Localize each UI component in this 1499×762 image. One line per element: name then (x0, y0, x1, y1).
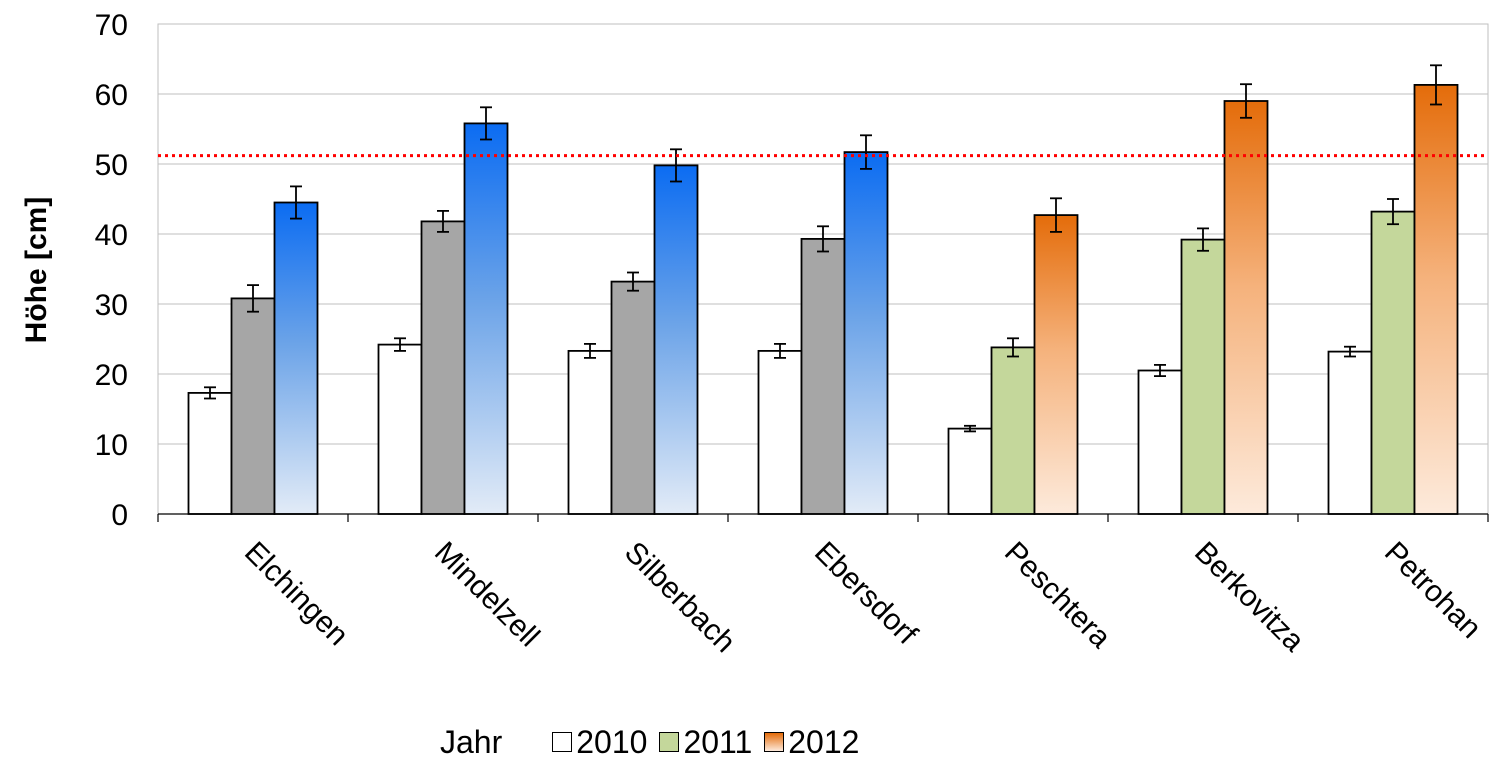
legend-title: Jahr (440, 723, 503, 760)
legend-item-2011: 2011 (659, 724, 752, 761)
x-tick-label: Mindelzell (428, 536, 546, 654)
legend-swatch-2010 (552, 732, 573, 752)
bar-2010-peschtera (947, 427, 993, 515)
axes (157, 513, 1489, 522)
y-tick-label: 50 (95, 149, 128, 182)
bar-2012-elchingen (273, 201, 319, 515)
y-tick-label: 10 (95, 429, 128, 462)
bar-2011-silberbach (610, 280, 656, 515)
bar-2010-petrohan (1327, 350, 1373, 515)
legend-item-2012: 2012 (764, 724, 859, 761)
legend-label-2010: 2010 (576, 723, 648, 760)
x-axis-labels: Elchingen Mindelzell Silberbach Ebersdorf Pe… (238, 536, 1487, 660)
legend: Jahr 2010 2011 2012 (440, 722, 871, 762)
y-axis-ticks: 0 10 20 30 40 50 60 70 (95, 9, 128, 532)
y-tick-label: 60 (95, 79, 128, 112)
bar-2010-ebersdorf (757, 349, 803, 515)
bar-2010-silberbach (567, 349, 613, 515)
legend-swatch-2011 (659, 732, 680, 752)
legend-item-2010: 2010 (552, 724, 647, 761)
y-tick-label: 40 (95, 219, 128, 252)
bar-2011-ebersdorf (800, 237, 846, 515)
bar-2011-peschtera (990, 346, 1036, 515)
bar-2012-silberbach (653, 164, 699, 515)
y-tick-label: 30 (95, 289, 128, 322)
x-tick-label: Silberbach (618, 536, 742, 660)
x-tick-label: Elchingen (238, 536, 355, 653)
bar-2011-mindelzell (420, 220, 466, 515)
x-tick-label: Ebersdorf (808, 536, 924, 652)
bar-2012-mindelzell (463, 122, 509, 515)
y-tick-label: 0 (111, 499, 128, 532)
y-tick-label: 70 (95, 9, 128, 42)
bar-2010-berkovitza (1137, 369, 1183, 515)
legend-label-2012: 2012 (788, 723, 860, 760)
bar-chart: 0 10 20 30 40 50 60 70 Elchingen Mindelzell Silbe… (20, 9, 1489, 660)
bar-2012-berkovitza (1223, 100, 1269, 515)
bar-2010-elchingen (187, 391, 233, 515)
bars (187, 84, 1459, 515)
bar-2011-petrohan (1370, 210, 1416, 515)
bar-2012-peschtera (1033, 214, 1079, 515)
bar-2011-berkovitza (1180, 238, 1226, 515)
x-tick-label: Berkovitza (1188, 536, 1311, 659)
y-axis-label: Höhe [cm] (20, 197, 53, 344)
x-tick-label: Peschtera (998, 536, 1117, 655)
bar-2011-elchingen (230, 297, 276, 515)
bar-2010-mindelzell (377, 343, 423, 515)
bar-2012-ebersdorf (843, 151, 889, 515)
y-tick-label: 20 (95, 359, 128, 392)
bar-2012-petrohan (1413, 84, 1459, 515)
x-tick-label: Petrohan (1378, 536, 1487, 645)
error-bars (204, 64, 1442, 433)
legend-label-2011: 2011 (683, 723, 753, 760)
legend-swatch-2012 (764, 732, 785, 752)
